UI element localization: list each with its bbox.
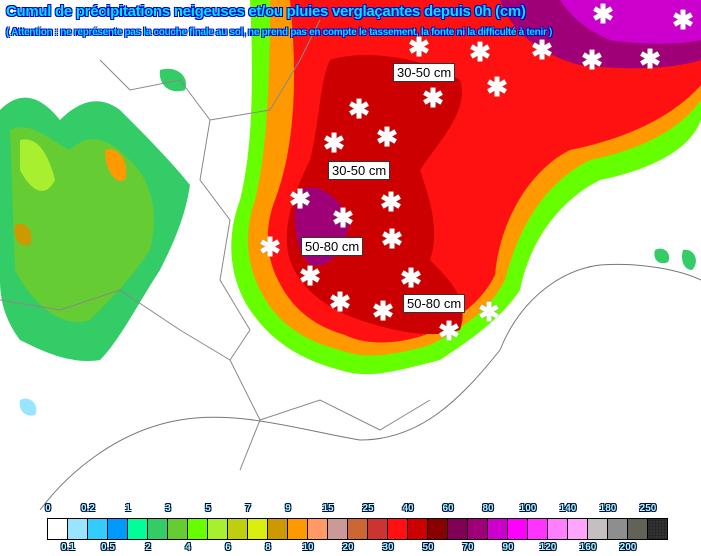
legend-swatch xyxy=(488,519,508,539)
legend-tick-label: 200 xyxy=(619,542,637,553)
range-label: 50-80 cm xyxy=(301,237,364,256)
snowflake-icon: ✱ xyxy=(408,32,430,62)
legend-swatch xyxy=(368,519,388,539)
map-subtitle: ( Attention : ne représente pas la couch… xyxy=(6,27,553,38)
legend-tick-label: 8 xyxy=(265,542,271,553)
legend-tick-label: 0.5 xyxy=(101,542,115,553)
legend-tick-label: 10 xyxy=(302,542,314,553)
legend-swatch xyxy=(248,519,268,539)
legend-tick-label: 160 xyxy=(579,542,597,553)
legend-tick-label: 120 xyxy=(539,542,557,553)
snowflake-icon: ✱ xyxy=(469,37,491,67)
legend-tick-label: 70 xyxy=(462,542,474,553)
snowflake-icon: ✱ xyxy=(380,187,402,217)
range-label: 50-80 cm xyxy=(403,294,466,313)
precip-west xyxy=(0,68,190,416)
legend-swatch xyxy=(188,519,208,539)
legend-tick-label: 5 xyxy=(205,503,211,514)
map-title: Cumul de précipitations neigeuses et/ou … xyxy=(6,3,526,20)
legend-tick-label: 20 xyxy=(342,542,354,553)
snowflake-icon: ✱ xyxy=(381,224,403,254)
legend-tick-label: 80 xyxy=(482,503,494,514)
legend-swatch xyxy=(328,519,348,539)
color-legend xyxy=(47,518,668,540)
legend-swatch xyxy=(548,519,568,539)
snowflake-icon: ✱ xyxy=(372,296,394,326)
legend-swatch xyxy=(128,519,148,539)
snowflake-icon: ✱ xyxy=(422,83,444,113)
snowflake-icon: ✱ xyxy=(639,44,661,74)
legend-tick-label: 7 xyxy=(245,503,251,514)
legend-swatch xyxy=(68,519,88,539)
legend-swatch xyxy=(568,519,588,539)
legend-tick-label: 3 xyxy=(165,503,171,514)
legend-swatch xyxy=(308,519,328,539)
legend-tick-label: 6 xyxy=(225,542,231,553)
legend-tick-label: 1 xyxy=(125,503,131,514)
snowflake-icon: ✱ xyxy=(348,94,370,124)
snowflake-icon: ✱ xyxy=(438,316,460,346)
range-label: 30-50 cm xyxy=(328,161,391,180)
legend-swatch xyxy=(388,519,408,539)
snowflake-icon: ✱ xyxy=(486,72,508,102)
legend-swatch xyxy=(88,519,108,539)
legend-swatch xyxy=(168,519,188,539)
snowflake-icon: ✱ xyxy=(259,232,281,262)
snowflake-icon: ✱ xyxy=(478,297,500,327)
legend-tick-label: 4 xyxy=(185,542,191,553)
legend-tick-label: 180 xyxy=(599,503,617,514)
legend-tick-label: 140 xyxy=(559,503,577,514)
snowflake-icon: ✱ xyxy=(672,5,694,35)
snowflake-icon: ✱ xyxy=(323,128,345,158)
legend-tick-label: 25 xyxy=(362,503,374,514)
legend-swatch xyxy=(288,519,308,539)
legend-swatch xyxy=(448,519,468,539)
legend-swatch xyxy=(528,519,548,539)
legend-swatch xyxy=(348,519,368,539)
legend-tick-label: 60 xyxy=(442,503,454,514)
legend-tick-label: 9 xyxy=(285,503,291,514)
legend-tick-label: 15 xyxy=(322,503,334,514)
legend-swatch xyxy=(608,519,628,539)
snowflake-icon: ✱ xyxy=(592,0,614,29)
legend-swatch xyxy=(408,519,428,539)
legend-swatch xyxy=(508,519,528,539)
legend-tick-label: 0.2 xyxy=(81,503,95,514)
legend-tick-label: 0 xyxy=(45,503,51,514)
borders xyxy=(0,19,431,471)
legend-tick-label: 250 xyxy=(639,503,657,514)
range-label: 30-50 cm xyxy=(393,63,456,82)
legend-swatch xyxy=(108,519,128,539)
legend-swatch xyxy=(228,519,248,539)
legend-swatch xyxy=(268,519,288,539)
snowflake-icon: ✱ xyxy=(531,35,553,65)
legend-tick-label: 90 xyxy=(502,542,514,553)
legend-tick-label: 40 xyxy=(402,503,414,514)
snowflake-icon: ✱ xyxy=(299,261,321,291)
legend-swatch xyxy=(588,519,608,539)
legend-swatch xyxy=(648,519,667,539)
legend-tick-label: 50 xyxy=(422,542,434,553)
snowflake-icon: ✱ xyxy=(400,263,422,293)
legend-tick-label: 2 xyxy=(145,542,151,553)
snowflake-icon: ✱ xyxy=(581,45,603,75)
snowflake-icon: ✱ xyxy=(289,184,311,214)
legend-swatch xyxy=(208,519,228,539)
legend-swatch xyxy=(48,519,68,539)
legend-tick-label: 0.1 xyxy=(61,542,75,553)
legend-swatch xyxy=(148,519,168,539)
snowflake-icon: ✱ xyxy=(332,203,354,233)
snowflake-icon: ✱ xyxy=(376,122,398,152)
legend-tick-label: 100 xyxy=(519,503,537,514)
coastline xyxy=(39,263,701,510)
precip-main xyxy=(231,0,701,375)
legend-swatch xyxy=(628,519,648,539)
legend-swatch xyxy=(428,519,448,539)
snowflake-icon: ✱ xyxy=(329,287,351,317)
map-canvas xyxy=(0,0,701,510)
legend-tick-label: 30 xyxy=(382,542,394,553)
legend-swatch xyxy=(468,519,488,539)
